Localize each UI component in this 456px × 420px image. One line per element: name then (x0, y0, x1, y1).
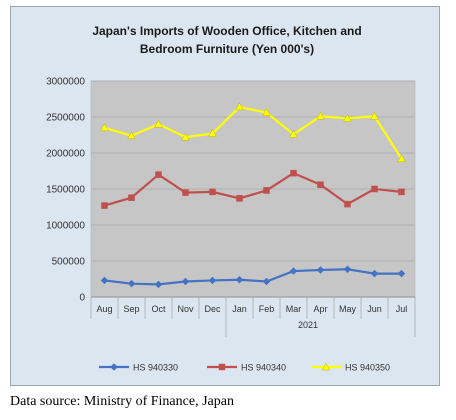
series-hs-940340 (101, 169, 405, 209)
x-tick-label: Feb (259, 304, 275, 314)
chart-frame: Japan's Imports of Wooden Office, Kitche… (10, 6, 440, 386)
x-tick-label: Aug (96, 304, 112, 314)
data-point (154, 119, 163, 128)
data-point (371, 185, 378, 193)
data-point (127, 131, 136, 139)
data-point (154, 280, 163, 289)
series-line (104, 171, 402, 207)
x-tick-label: Mar (286, 304, 302, 314)
data-point (290, 169, 297, 177)
data-point (397, 269, 406, 278)
data-point (263, 187, 270, 194)
legend: HS 940330 HS 940340 HS 940350 (99, 362, 390, 373)
data-point (182, 189, 189, 196)
x-tick-label: Oct (151, 304, 166, 314)
series-line (104, 268, 402, 286)
y-tick-label: 1500000 (46, 185, 85, 196)
data-point (316, 266, 325, 274)
y-tick-label: 2500000 (46, 113, 85, 124)
data-point (398, 188, 405, 196)
data-point (317, 181, 324, 188)
data-point (208, 129, 217, 137)
x-tick-label: Nov (177, 304, 194, 314)
data-point (155, 171, 162, 178)
y-tick-label: 2000000 (46, 149, 85, 160)
series-hs-940330 (100, 265, 406, 289)
data-point (289, 129, 298, 138)
data-point (262, 108, 271, 116)
series-layer (100, 102, 406, 289)
data-point (235, 102, 244, 111)
data-point (321, 362, 331, 371)
data-point (110, 363, 118, 371)
data-point (181, 277, 190, 286)
data-point (209, 188, 216, 196)
series-hs-940350 (100, 102, 406, 163)
y-tick-label: 0 (79, 293, 85, 304)
data-point (128, 194, 135, 201)
series-line (104, 105, 403, 160)
data-point (218, 363, 226, 371)
data-point (208, 276, 217, 285)
data-point (343, 113, 352, 122)
legend-label: HS 940350 (345, 363, 390, 373)
legend-item: HS 940350 (311, 362, 390, 373)
data-point (181, 132, 190, 141)
year-label: 2021 (298, 320, 318, 330)
data-point (370, 269, 379, 278)
legend-label: HS 940340 (241, 363, 286, 373)
data-point (397, 154, 406, 163)
data-point (235, 275, 244, 284)
y-tick-label: 3000000 (46, 77, 85, 88)
legend-item: HS 940340 (207, 363, 286, 373)
data-point (262, 277, 271, 286)
legend-item: HS 940330 (99, 363, 178, 373)
data-point (370, 111, 379, 120)
data-point (100, 276, 109, 285)
data-point (343, 265, 352, 274)
data-point (316, 111, 325, 120)
x-tick-label: May (339, 304, 357, 314)
x-tick-label: Apr (313, 304, 327, 314)
chart-title-line-2: Bedroom Furniture (Yen 000's) (140, 42, 314, 56)
x-tick-label: Sep (123, 304, 139, 314)
x-tick-label: Dec (204, 304, 221, 314)
x-tick-label: Jan (232, 304, 247, 314)
y-tick-label: 500000 (52, 257, 86, 268)
data-point (127, 279, 136, 288)
x-tick-label: Jul (396, 304, 408, 314)
chart-title-line-1: Japan's Imports of Wooden Office, Kitche… (92, 24, 361, 38)
y-tick-label: 1000000 (46, 221, 85, 232)
data-source-caption: Data source: Ministry of Finance, Japan (10, 394, 234, 409)
y-axis-ticks: 0 500000 1000000 1500000 2000000 2500000 30000… (46, 77, 85, 304)
data-point (289, 267, 298, 275)
x-tick-label: Jun (367, 304, 382, 314)
data-point (236, 195, 243, 202)
data-point (344, 200, 351, 208)
legend-label: HS 940330 (133, 363, 178, 373)
line-chart: Japan's Imports of Wooden Office, Kitche… (46, 24, 416, 373)
data-point (100, 123, 109, 132)
data-point (101, 202, 108, 209)
x-axis-ticks: Aug Sep Oct Nov Dec Jan Feb Mar Apr May Jun Jul (90, 296, 416, 337)
